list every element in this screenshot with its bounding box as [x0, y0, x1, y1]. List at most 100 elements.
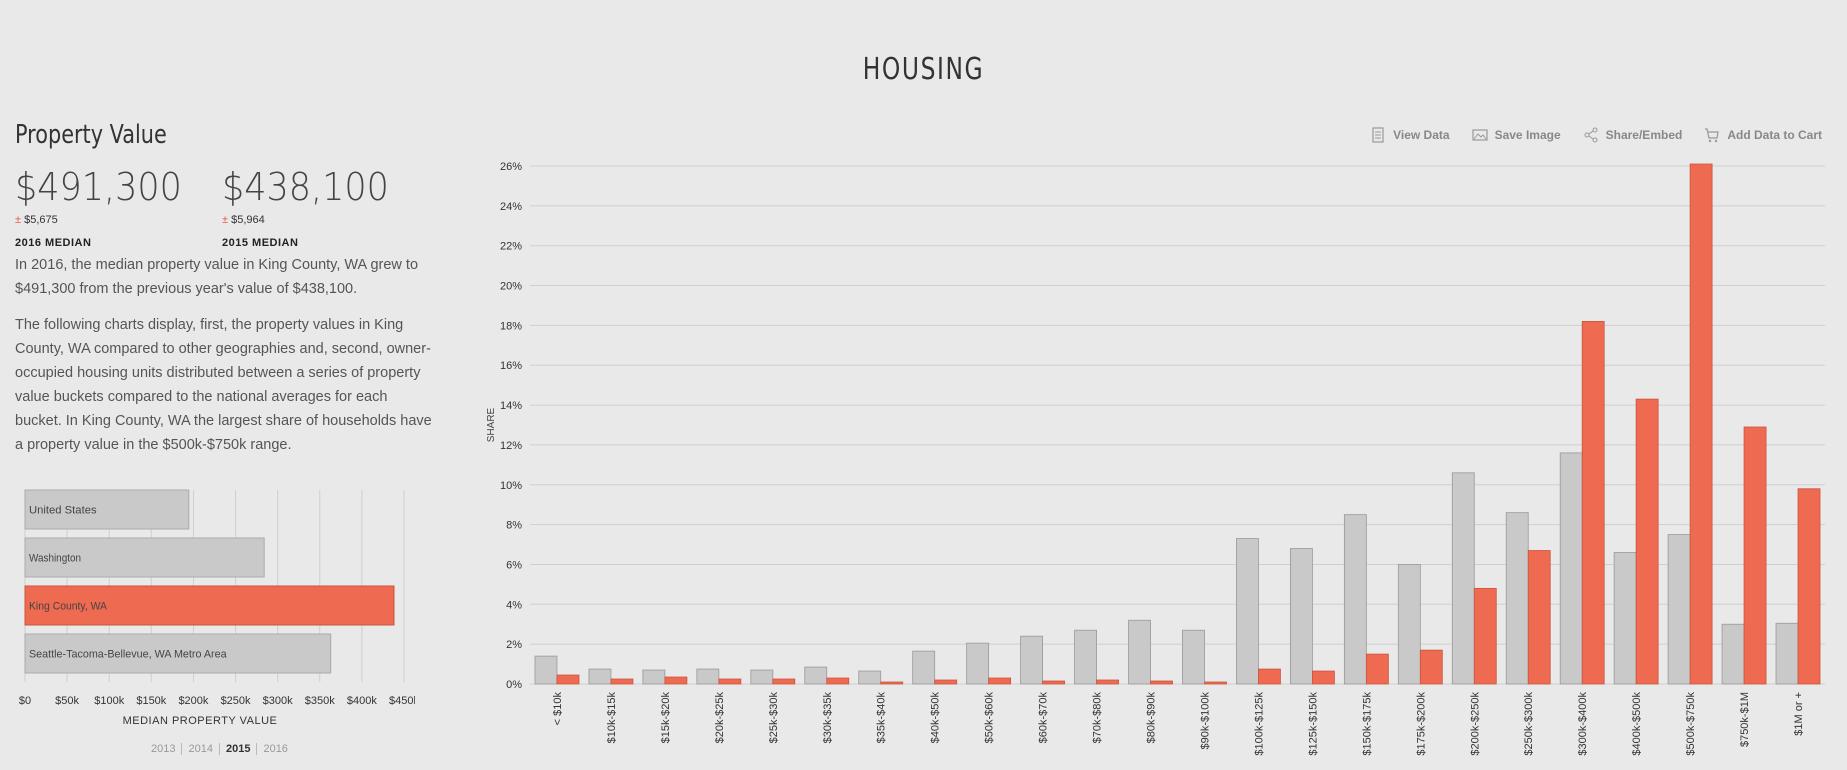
x-tick-label: $100k-$125k: [1253, 692, 1265, 756]
bar: [1182, 629, 1205, 685]
bar: [934, 679, 958, 685]
x-tick-label: $15k-$20k: [660, 692, 672, 744]
stat-2015: $438,100 ± $5,964 2015 MEDIAN: [222, 168, 403, 249]
bar: [1473, 587, 1497, 685]
year-tab-2015[interactable]: 2015: [218, 743, 256, 755]
y-tick-label: 18%: [500, 320, 522, 332]
bar: [1397, 564, 1421, 685]
stat-label: 2016 MEDIAN: [15, 237, 92, 249]
bar: [24, 489, 190, 530]
bar: [534, 655, 558, 685]
bar: [1289, 548, 1313, 685]
stat-value: $438,100: [222, 165, 389, 209]
view-data-button[interactable]: View Data: [1370, 127, 1450, 143]
image-icon: [1471, 129, 1488, 141]
x-tick-label: $25k-$30k: [768, 692, 780, 744]
bar: [1365, 653, 1389, 685]
bar: [1613, 552, 1637, 685]
bar: [1559, 452, 1583, 685]
x-tick-label: $750k-$1M: [1739, 692, 1751, 747]
y-tick-label: 20%: [500, 281, 522, 293]
bar: [1074, 629, 1097, 685]
x-tick-label: $0: [19, 695, 31, 707]
bar-label: King County, WA: [29, 601, 108, 613]
bar: [1667, 534, 1691, 685]
bar: [1236, 538, 1259, 685]
x-tick-label: $50k-$60k: [984, 692, 996, 744]
x-tick-label: $300k-$400k: [1577, 692, 1589, 756]
plus-minus-icon: ±: [15, 214, 22, 226]
bar: [1581, 320, 1605, 685]
bar: [24, 633, 332, 674]
x-tick-label: $175k-$200k: [1415, 692, 1427, 756]
stat-label: 2015 MEDIAN: [222, 237, 299, 249]
bar: [696, 668, 720, 685]
bar: [24, 585, 395, 626]
add-to-cart-button[interactable]: Add Data to Cart: [1704, 127, 1822, 143]
x-tick-label: $300k: [263, 695, 293, 707]
stats-row: $491,300 ± $5,675 2016 MEDIAN $438,100 ±…: [15, 168, 435, 249]
x-tick-label: $40k-$50k: [930, 692, 942, 744]
bar: [642, 669, 666, 685]
save-image-button[interactable]: Save Image: [1471, 127, 1561, 143]
year-tab-2013[interactable]: 2013: [151, 743, 176, 755]
y-tick-label: 6%: [506, 559, 522, 571]
stat-moe: ± $5,675: [15, 214, 196, 226]
x-tick-label: $1M or +: [1793, 692, 1805, 736]
x-tick-label: $200k-$250k: [1469, 692, 1481, 756]
y-tick-label: 16%: [500, 360, 522, 372]
bar: [1150, 680, 1173, 685]
x-tick-label: $400k-$500k: [1631, 692, 1643, 756]
bar: [858, 670, 882, 685]
y-tick-label: 12%: [500, 440, 522, 452]
bar: [610, 678, 634, 685]
share-icon: [1584, 127, 1598, 143]
year-tab-2014[interactable]: 2014: [181, 743, 218, 755]
bar-label: Washington: [29, 553, 81, 565]
chart-toolbar: View Data Save Image Share/Embed Add Dat…: [1370, 127, 1822, 143]
year-tab-2016[interactable]: 2016: [256, 743, 293, 755]
bar: [1505, 512, 1529, 685]
section-title: Property Value: [15, 120, 167, 150]
bar: [718, 678, 742, 685]
x-tick-label: $250k-$300k: [1523, 692, 1535, 756]
x-tick-label: $450k: [389, 695, 415, 707]
y-tick-label: 0%: [506, 679, 522, 691]
bar: [664, 676, 688, 685]
x-tick-label: $80k-$90k: [1146, 692, 1158, 744]
x-tick-label: $10k-$15k: [606, 692, 618, 744]
share-embed-label: Share/Embed: [1605, 128, 1683, 142]
stat-moe: ± $5,964: [222, 214, 403, 226]
description-paragraph: The following charts display, first, the…: [15, 317, 432, 453]
bar: [1311, 670, 1335, 685]
x-tick-label: $150k-$175k: [1361, 692, 1373, 756]
cart-icon: [1705, 128, 1720, 143]
x-tick-label: $250k: [221, 695, 251, 707]
bar: [1343, 514, 1367, 685]
bar: [1635, 398, 1659, 685]
share-embed-button[interactable]: Share/Embed: [1583, 127, 1683, 143]
median-property-value-chart: $0 $50k $100k $150k $200k $250k $300k $350k $400…: [19, 489, 415, 727]
x-tick-label: $125k-$150k: [1307, 692, 1319, 756]
bar: [588, 668, 612, 685]
y-tick-label: 2%: [506, 639, 522, 651]
bar: [1721, 623, 1745, 685]
bar: [1096, 679, 1119, 685]
x-tick-label: $35k-$40k: [876, 692, 888, 744]
bar: [1451, 472, 1475, 685]
page-title: HOUSING: [862, 52, 985, 87]
y-axis-label: SHARE: [486, 407, 497, 442]
y-tick-label: 10%: [500, 480, 522, 492]
summary-paragraph: In 2016, the median property value in Ki…: [15, 257, 419, 297]
bar: [912, 650, 936, 685]
plus-minus-icon: ±: [222, 214, 229, 226]
bar: [804, 666, 828, 685]
x-tick-label: $400k: [347, 695, 377, 707]
view-data-label: View Data: [1393, 128, 1450, 142]
stat-2016: $491,300 ± $5,675 2016 MEDIAN: [15, 168, 196, 249]
bar: [966, 642, 990, 685]
bar: [880, 681, 904, 685]
x-tick-label: $100k: [94, 695, 124, 707]
property-value-section: Property Value $491,300 ± $5,675 2016 ME…: [15, 120, 435, 457]
x-tick-label: $70k-$80k: [1092, 692, 1104, 744]
